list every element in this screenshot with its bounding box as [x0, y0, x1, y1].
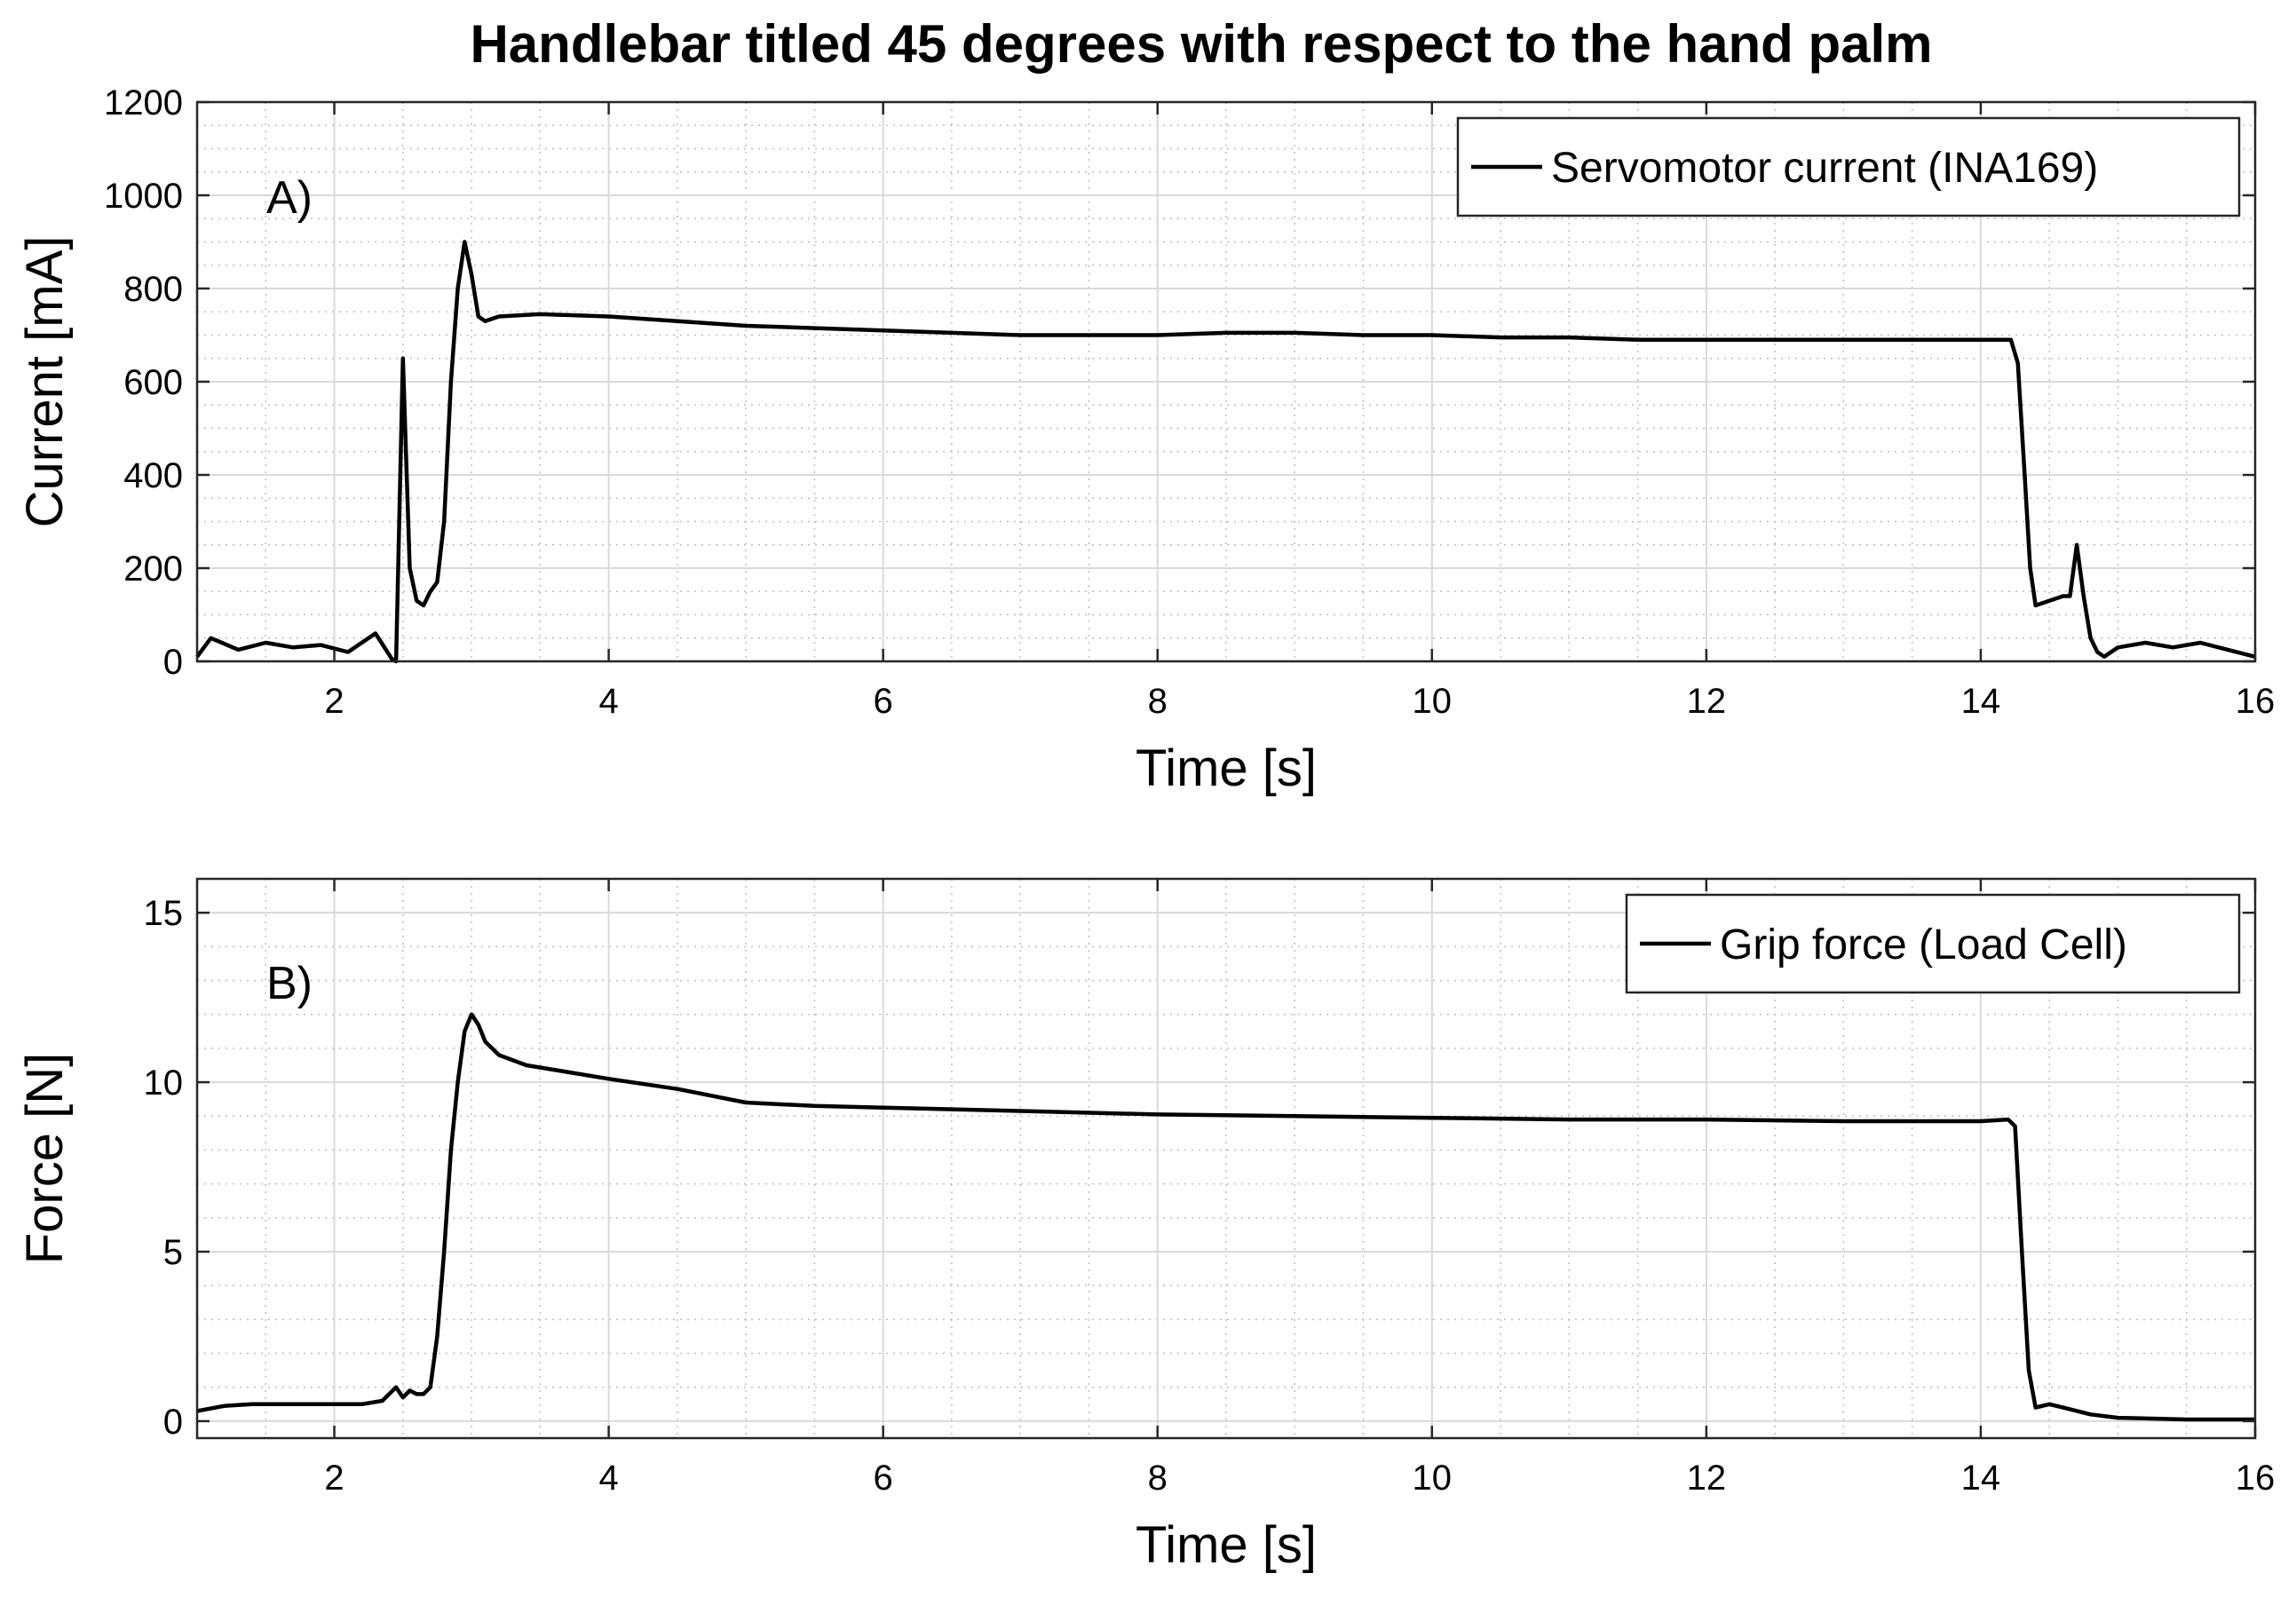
y-tick-label: 1200 [104, 83, 183, 123]
x-tick-label: 14 [1961, 1459, 2001, 1498]
y-tick-label: 0 [163, 643, 183, 682]
y-tick-label: 600 [123, 363, 183, 402]
series-line [196, 1012, 2255, 1422]
major-grid [197, 879, 2256, 1438]
x-tick-label: 2 [324, 1459, 344, 1498]
x-tick-label: 4 [598, 682, 618, 721]
legend: Servomotor current (INA169) [1456, 116, 2241, 217]
y-tick-label: 400 [123, 456, 183, 495]
x-tick-label: 10 [1413, 1459, 1453, 1498]
y-tick-label: 0 [163, 1403, 183, 1442]
x-tick-label: 6 [874, 682, 893, 721]
legend-label: Servomotor current (INA169) [1551, 145, 2098, 192]
x-axis-label: Time [s] [1136, 739, 1317, 797]
x-tick-label: 2 [324, 682, 344, 721]
y-tick-label: 10 [144, 1063, 184, 1103]
legend-label: Grip force (Load Cell) [1720, 921, 2127, 969]
x-tick-label: 14 [1961, 682, 2001, 721]
y-tick-label: 800 [123, 270, 183, 309]
y-axis-label: Force [N] [16, 1053, 74, 1265]
y-tick-label: 5 [163, 1233, 183, 1272]
y-tick-label: 200 [123, 549, 183, 589]
legend-box [1625, 893, 2241, 994]
x-tick-label: 8 [1148, 682, 1168, 721]
x-tick-label: 8 [1148, 1459, 1168, 1498]
series-line [195, 240, 2256, 664]
panel-label: A) [266, 172, 313, 224]
chart-title: Handlebar titled 45 degrees with respect… [470, 14, 1932, 74]
axes-box [195, 877, 2257, 1440]
x-tick-label: 6 [874, 1459, 893, 1498]
x-tick-label: 4 [598, 1459, 618, 1498]
current-panel: 2 4 6 8 10 12 14 16 0 200 400 600 800 1000 1200 Time [s… [16, 83, 2275, 797]
y-tick-label: 15 [144, 894, 184, 933]
legend: Grip force (Load Cell) [1625, 893, 2241, 994]
x-tick-label: 10 [1413, 682, 1453, 721]
x-tick-label: 16 [2236, 1459, 2276, 1498]
legend-box [1456, 116, 2241, 217]
x-axis-label: Time [s] [1136, 1516, 1317, 1574]
panel-label: B) [266, 958, 313, 1009]
y-tick-label: 1000 [104, 177, 183, 216]
y-axis-label: Current [mA] [16, 236, 74, 528]
force-panel: 2 4 6 8 10 12 14 16 0 5 10 15 Time [s] Force [N] B) Gri… [16, 877, 2276, 1574]
x-tick-label: 12 [1687, 682, 1727, 721]
x-tick-label: 16 [2236, 682, 2276, 721]
x-tick-label: 12 [1687, 1459, 1727, 1498]
